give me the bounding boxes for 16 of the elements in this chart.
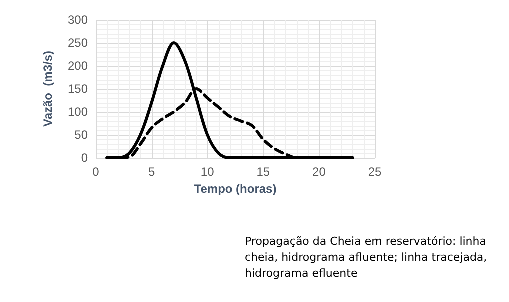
x-tick-label: 20 [312,165,326,179]
x-tick-label: 0 [92,165,100,179]
y-tick-label: 300 [68,13,88,27]
x-tick-label: 10 [200,165,215,179]
y-tick-label: 250 [68,36,88,50]
y-tick-label: 100 [68,105,88,119]
x-tick-label: 15 [256,165,270,179]
y-axis-title: Vazão (m3/s) [41,50,55,128]
y-tick-label: 150 [68,82,88,96]
y-tick-label: 50 [74,128,88,142]
text: Propagação da Cheia em reservatório: linha cheia, hidrograma afluente; linha tracejada, hidrograma efluente [245,234,488,282]
x-tick-label: 25 [368,165,382,179]
x-tick-label: 5 [148,165,156,179]
x-axis-title: Tempo (horas) [194,182,277,196]
y-tick-label: 200 [68,59,88,73]
y-tick-label: 0 [81,151,88,165]
